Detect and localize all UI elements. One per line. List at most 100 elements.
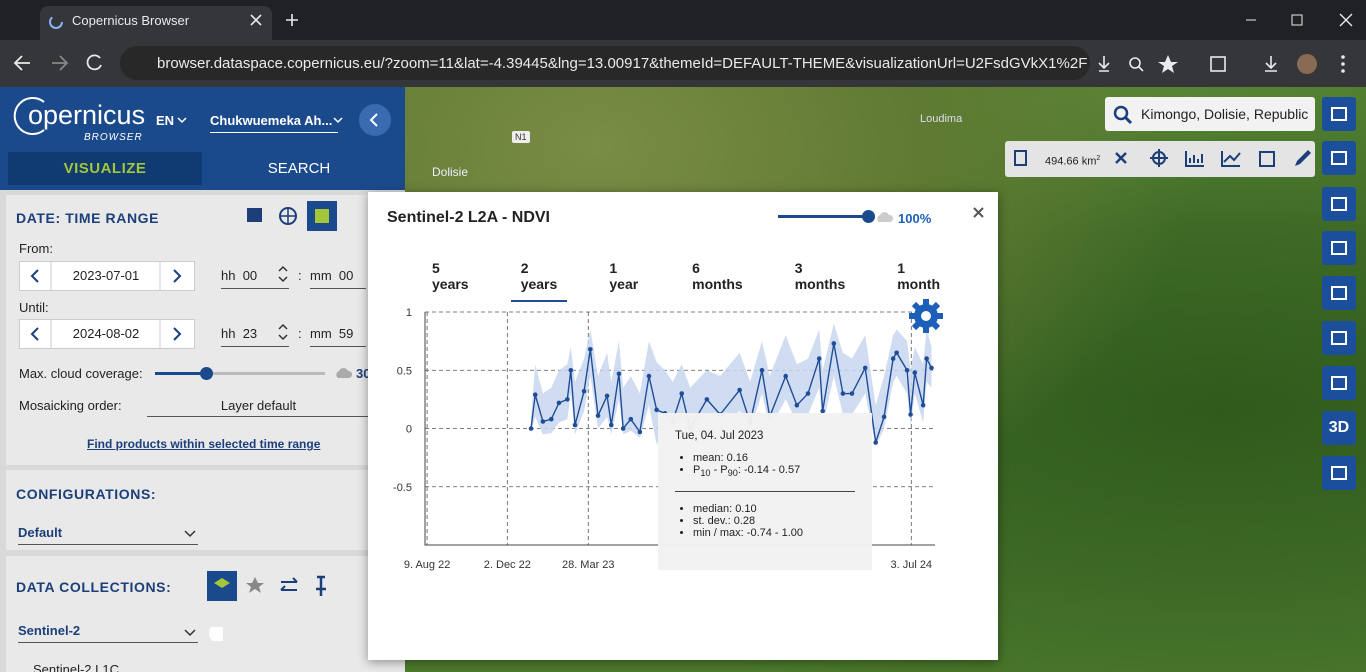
tab-close[interactable] [248, 12, 264, 28]
data-point [556, 400, 562, 406]
data-point [528, 426, 534, 431]
data-point [608, 422, 614, 428]
tooltip: Tue, 04. Jul 2023 mean: 0.16 P10 - P90: … [658, 413, 872, 570]
data-point [646, 373, 652, 379]
opacity-value: 100% [898, 211, 932, 226]
period-tab[interactable]: 5 years [432, 260, 469, 292]
map-tool-button[interactable] [1322, 456, 1356, 490]
tool-icon [1331, 107, 1347, 121]
period-tab[interactable]: 1 month [897, 260, 940, 292]
map-tool-button[interactable] [1322, 141, 1356, 175]
from-label: From: [19, 241, 53, 256]
spinner-icons[interactable] [276, 264, 290, 344]
chart-settings[interactable] [908, 298, 944, 334]
collection-item[interactable]: Sentinel-2 L1C [33, 662, 119, 672]
data-point [628, 416, 634, 422]
data-point [568, 367, 574, 373]
collection-select[interactable]: Sentinel-2 [18, 623, 198, 643]
tab-search[interactable]: SEARCH [267, 160, 331, 177]
data-point [565, 397, 570, 402]
search-box[interactable] [1105, 97, 1315, 131]
collection-icons[interactable] [207, 571, 337, 601]
modal-close[interactable] [972, 206, 986, 220]
mm: mm [310, 326, 332, 341]
hour-input[interactable]: hh 00 [221, 268, 289, 289]
find-link[interactable]: Find products within selected time range [87, 437, 321, 451]
data-point [704, 397, 710, 402]
area-unit: km [1081, 155, 1097, 168]
until-date[interactable]: 2024-08-02 [72, 326, 140, 341]
data-point [920, 402, 926, 408]
tool-icon [1331, 376, 1347, 390]
y-tick-label: 0.5 [397, 365, 412, 377]
search-icon [1113, 105, 1133, 125]
address-bar[interactable] [120, 46, 1090, 80]
data-point [912, 370, 918, 375]
tab-visualize[interactable]: VISUALIZE [8, 152, 202, 185]
config-panel [6, 470, 405, 550]
date-input[interactable] [19, 319, 195, 349]
period-tab[interactable]: 2 years [510, 260, 568, 302]
opacity-fill [778, 215, 868, 218]
config-select[interactable]: Default [18, 525, 198, 545]
tool-icon [1331, 241, 1347, 255]
map-tool-button[interactable] [1322, 276, 1356, 310]
date-input[interactable] [19, 261, 195, 291]
map-tool-button[interactable] [1322, 321, 1356, 355]
map-tool-button[interactable] [1322, 97, 1356, 131]
data-point [794, 402, 800, 408]
nav-buttons[interactable] [10, 50, 110, 76]
user[interactable]: Chukwuemeka Ah... [210, 113, 338, 133]
mm: mm [310, 268, 332, 283]
3d-button[interactable]: 3D [1322, 411, 1356, 445]
x-tick-label: 2. Dec 22 [484, 559, 531, 571]
measure-icons[interactable] [1012, 148, 1312, 170]
new-tab[interactable] [284, 12, 300, 28]
section-title: CONFIGURATIONS: [16, 486, 157, 502]
period-tab[interactable]: 1 year [609, 260, 639, 292]
data-point [805, 391, 811, 396]
tool-icon [1331, 151, 1347, 165]
tab[interactable] [40, 6, 272, 40]
toolbar-icons[interactable] [1095, 52, 1360, 76]
language[interactable]: EN [156, 113, 175, 128]
minute-input[interactable]: mm 00 [310, 268, 366, 289]
mean-line [530, 343, 933, 443]
data-point [849, 391, 855, 396]
tool-icon [1331, 197, 1347, 211]
period-tabs: 5 years 2 years 1 year 6 months 3 months 1 mo… [406, 260, 966, 302]
period-tab[interactable]: 6 months [692, 260, 743, 292]
data-point [881, 414, 887, 420]
hour-input[interactable]: hh 23 [221, 326, 289, 347]
cloud-slider[interactable] [200, 367, 213, 380]
data-point [890, 356, 896, 361]
map-tool-button[interactable] [1322, 231, 1356, 265]
period-tab[interactable]: 3 months [794, 260, 846, 292]
mosaic-select[interactable]: Layer default [147, 398, 370, 417]
data-point [581, 388, 587, 394]
data-point [894, 350, 899, 356]
map-tool-button[interactable] [1322, 366, 1356, 400]
text: : -0.14 - 0.57 [737, 464, 801, 476]
x-tick-label: 9. Aug 22 [404, 559, 451, 571]
data-point [908, 412, 913, 417]
collapse-button[interactable] [359, 104, 391, 136]
until-label: Until: [19, 300, 49, 315]
data-point [540, 419, 546, 424]
window-controls[interactable] [1240, 10, 1360, 30]
opacity-slider[interactable] [862, 210, 875, 223]
data-point [929, 365, 934, 371]
from-date[interactable]: 2023-07-01 [72, 268, 140, 283]
data-point [572, 422, 578, 428]
tool-icon [1331, 466, 1347, 480]
select-arrows [184, 627, 223, 641]
search-text: Kimongo, Dolisie, Republic o [1141, 106, 1311, 122]
text: - P [710, 464, 728, 476]
date-arrows[interactable] [19, 261, 195, 351]
cloud-value: 30 [356, 366, 371, 381]
date-mode-icons[interactable] [240, 201, 340, 231]
minute-input[interactable]: mm 59 [310, 326, 366, 347]
map-tool-button[interactable] [1322, 187, 1356, 221]
dropdown-arrows [177, 117, 343, 124]
